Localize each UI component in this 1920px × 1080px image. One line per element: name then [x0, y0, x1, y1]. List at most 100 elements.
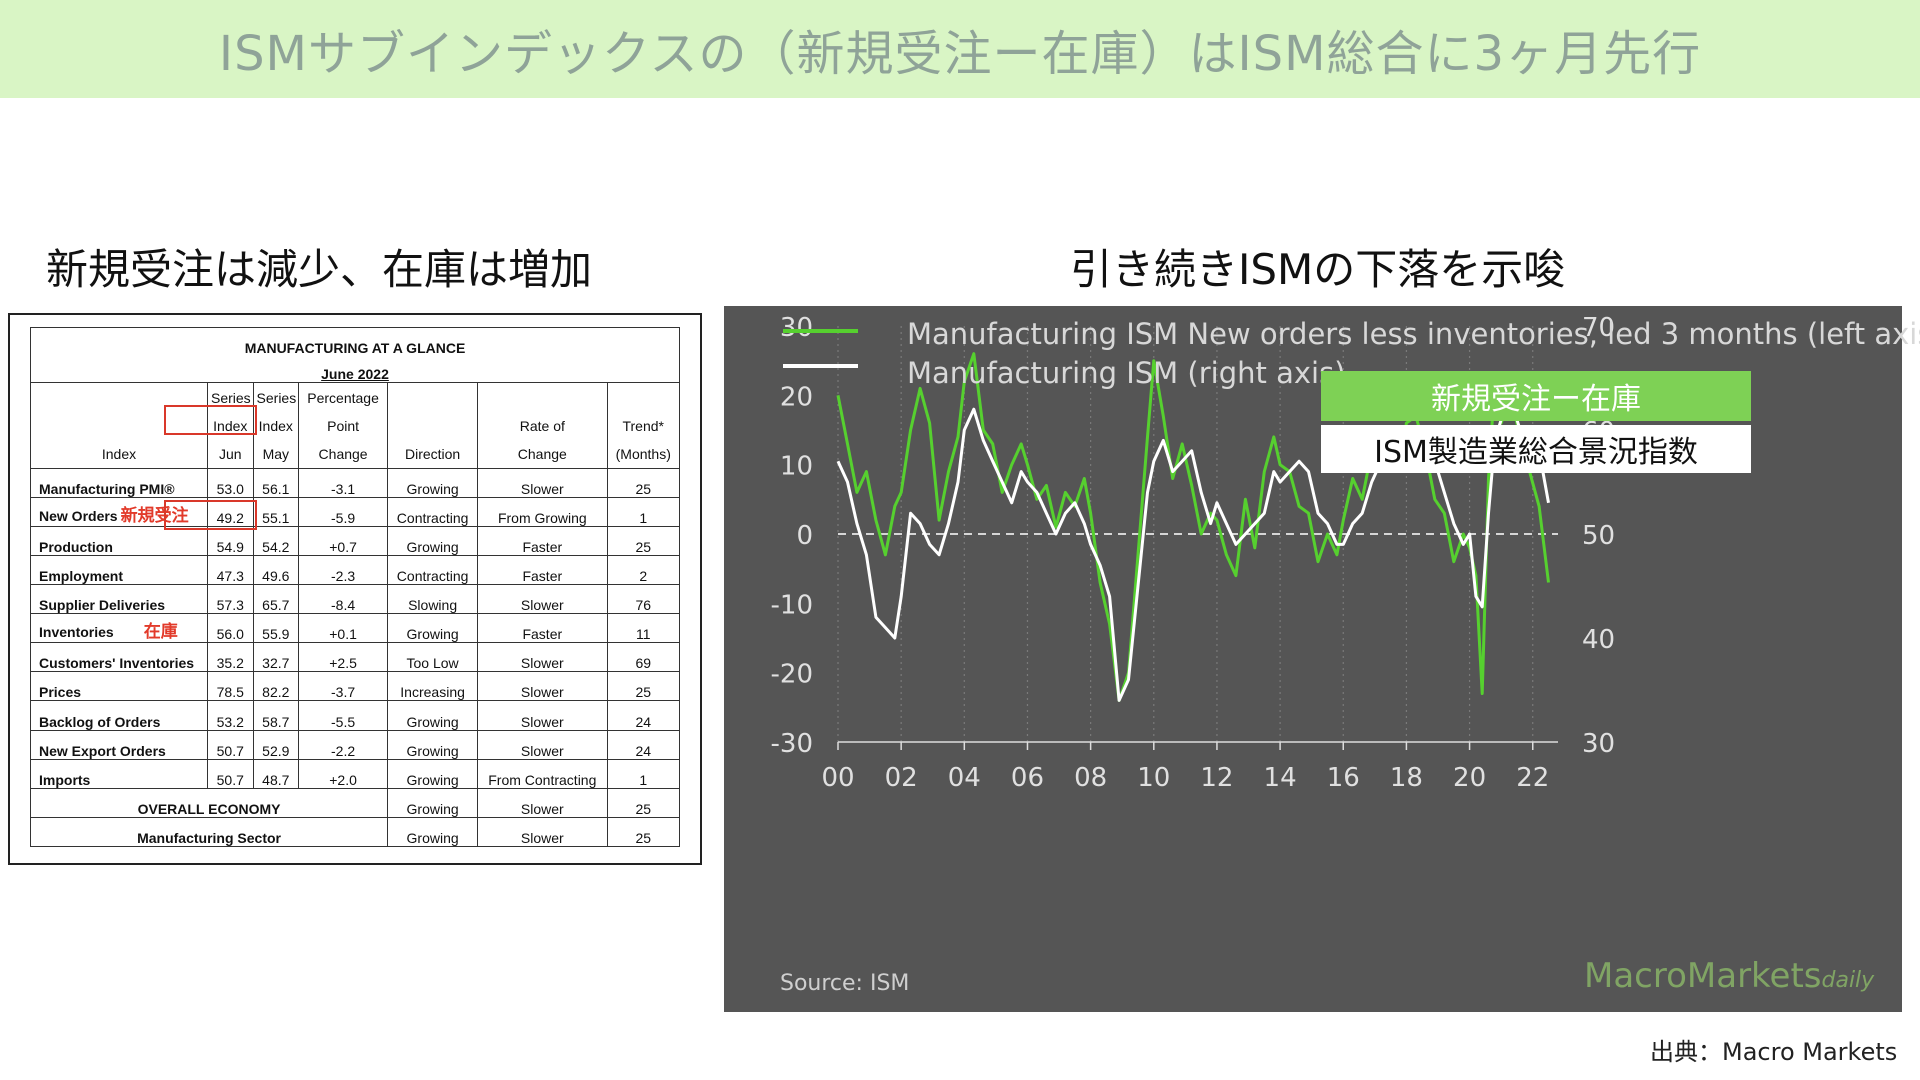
right-subhead: 引き続きISMの下落を示唆 [1070, 245, 1566, 294]
cell-change: -8.4 [298, 583, 389, 615]
cell-direction: Slowing [387, 583, 479, 615]
cell-may: 52.9 [252, 729, 300, 760]
cell-rate: Slower [477, 642, 608, 673]
cell-trend: 11 [606, 613, 680, 644]
legend-green-label: Manufacturing ISM New orders less invent… [907, 317, 1920, 351]
cell-trend: 1 [606, 758, 680, 789]
chart-source: Source: ISM [780, 971, 910, 996]
cell-change: +0.1 [298, 613, 389, 644]
cell-may: 49.6 [252, 554, 300, 585]
y-left-tick-label: 30 [780, 313, 813, 343]
cell-direction: Growing [387, 467, 479, 498]
row-name: Manufacturing PMI® [39, 480, 175, 497]
cell-change: +2.5 [298, 642, 389, 673]
cell-rate: Faster [477, 525, 608, 556]
row-name-cell: Customers' Inventories [30, 642, 208, 673]
cell-jun: 35.2 [207, 642, 254, 673]
table-summary-row: Manufacturing Sector Growing Slower 25 [29, 816, 680, 848]
cell-jun: 53.2 [207, 700, 254, 731]
cell-rate: Slower [477, 700, 608, 731]
cell-change: -3.1 [298, 467, 389, 498]
table-row: Inventories 在庫 56.0 55.9 +0.1 Growing Faster 11 [30, 613, 680, 644]
cell-trend: 25 [606, 467, 680, 498]
x-tick-label: 06 [1011, 763, 1044, 793]
summary-trend: 25 [606, 816, 680, 848]
cell-direction: Growing [387, 729, 479, 760]
table-row: Imports 50.7 48.7 +2.0 Growing From Contracti… [30, 758, 680, 789]
table-row: New Orders 新規受注 49.2 55.1 -5.9 Contracting Fro… [30, 496, 680, 527]
new-orders-minus-inventories-box: 新規受注ー在庫 [1321, 371, 1751, 421]
cell-rate: Faster [477, 613, 608, 644]
x-tick-label: 16 [1327, 763, 1360, 793]
cell-change: -5.9 [298, 496, 389, 527]
y-left-tick-label: 20 [780, 382, 813, 412]
y-right-tick-label: 40 [1582, 625, 1615, 655]
summary-direction: Growing [387, 787, 479, 818]
cell-rate: Faster [477, 554, 608, 585]
cell-jun: 50.7 [207, 758, 254, 789]
cell-may: 54.2 [252, 525, 300, 556]
row-name-cell: Production [30, 525, 208, 556]
cell-change: -2.3 [298, 554, 389, 585]
row-annotation: 在庫 [143, 622, 178, 642]
logo-text: MacroMarkets [1584, 956, 1822, 996]
cell-rate: Slower [477, 729, 608, 760]
cell-jun: 53.0 [207, 467, 254, 498]
cell-may: 58.7 [252, 700, 300, 731]
left-subhead: 新規受注は減少、在庫は増加 [46, 245, 593, 294]
cell-jun: 54.9 [207, 525, 254, 556]
cell-change: -2.2 [298, 729, 389, 760]
ism-composite-box: ISM製造業総合景況指数 [1321, 425, 1751, 473]
series-line-ism [836, 397, 1550, 702]
row-name: Inventories [39, 624, 114, 641]
y-left-tick-label: -10 [771, 590, 813, 620]
header-jun: Series Index Jun [207, 382, 254, 469]
summary-name: Manufacturing Sector [29, 816, 389, 848]
cell-may: 55.1 [252, 496, 300, 527]
row-name: Supplier Deliveries [39, 597, 166, 614]
row-name-cell: Imports [30, 758, 208, 789]
header-index: Index [30, 382, 208, 469]
x-tick-label: 00 [821, 763, 854, 793]
summary-rate: Slower [477, 816, 608, 848]
row-name: Backlog of Orders [39, 713, 161, 730]
row-name: Production [39, 538, 113, 555]
row-name: Employment [39, 567, 124, 584]
cell-may: 55.9 [252, 613, 300, 644]
x-tick-label: 14 [1264, 763, 1297, 793]
cell-trend: 69 [606, 642, 680, 673]
table-row: Production 54.9 54.2 +0.7 Growing Faster 25 [30, 525, 680, 556]
cell-change: -3.7 [298, 671, 389, 702]
table-row: Backlog of Orders 53.2 58.7 -5.5 Growing Slow… [30, 700, 680, 731]
cell-direction: Contracting [387, 496, 479, 527]
summary-name: OVERALL ECONOMY [29, 787, 389, 818]
header-trend-line2: (Months) [615, 445, 671, 462]
cell-direction: Growing [387, 525, 479, 556]
x-tick-label: 18 [1390, 763, 1423, 793]
y-right-tick-label: 70 [1582, 313, 1615, 343]
row-name-cell: Manufacturing PMI® [30, 467, 208, 498]
cell-rate: Slower [477, 583, 608, 615]
row-name-cell: Prices [30, 671, 208, 702]
cell-change: +0.7 [298, 525, 389, 556]
cell-may: 82.2 [252, 671, 300, 702]
header-jun-line3: Jun [218, 445, 242, 462]
y-right-tick-label: 30 [1582, 729, 1615, 759]
cell-trend: 2 [606, 554, 680, 585]
cell-direction: Too Low [387, 642, 479, 673]
cell-trend: 24 [606, 700, 680, 731]
macromarkets-logo: MacroMarketsdaily [1584, 956, 1874, 996]
x-tick-label: 12 [1200, 763, 1233, 793]
table-date: June 2022 [30, 356, 680, 384]
row-annotation: 新規受注 [120, 505, 189, 525]
y-left-tick-label: -20 [771, 660, 813, 690]
summary-rate: Slower [477, 787, 608, 818]
cell-direction: Growing [387, 613, 479, 644]
header-change-line1: Percentage [307, 389, 379, 406]
table-header-row: Index Series Index Jun Series Index May … [30, 382, 680, 469]
x-tick-label: 02 [885, 763, 918, 793]
x-tick-label: 08 [1074, 763, 1107, 793]
header-trend: Trend* (Months) [606, 382, 680, 469]
row-name: Customers' Inventories [39, 655, 195, 672]
row-name: New Orders [39, 507, 118, 524]
